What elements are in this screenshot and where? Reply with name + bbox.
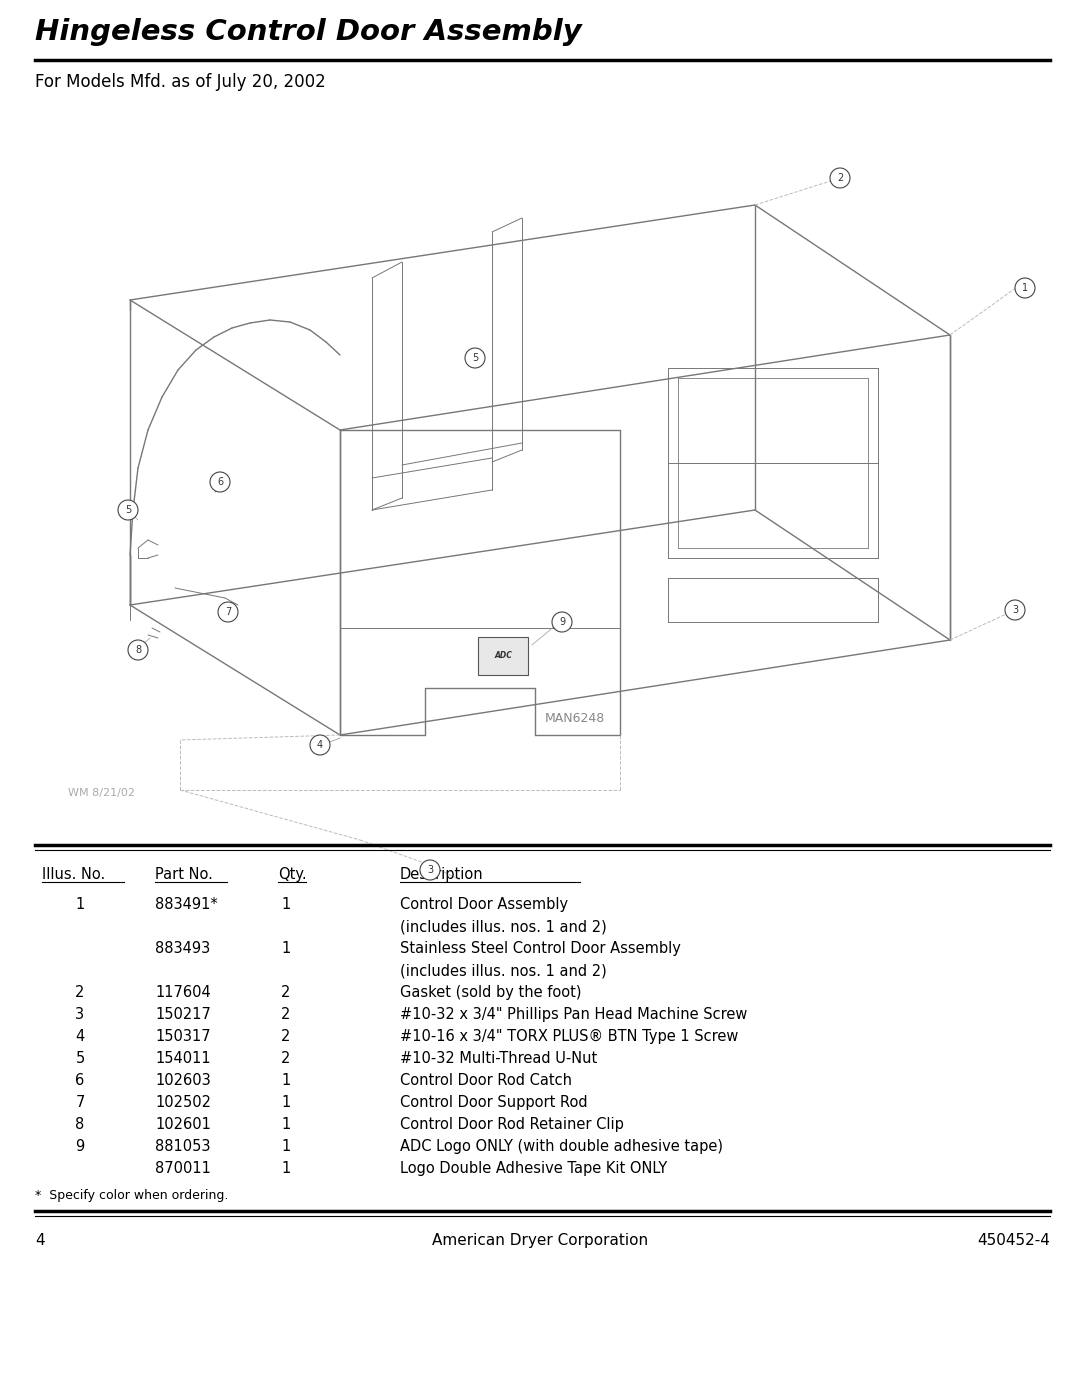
Text: Logo Double Adhesive Tape Kit ONLY: Logo Double Adhesive Tape Kit ONLY — [400, 1161, 667, 1176]
Text: 5: 5 — [472, 353, 478, 363]
Text: Description: Description — [400, 868, 484, 882]
Text: MAN6248: MAN6248 — [545, 711, 605, 725]
Text: #10-32 Multi-Thread U-Nut: #10-32 Multi-Thread U-Nut — [400, 1051, 597, 1066]
Text: Qty.: Qty. — [278, 868, 307, 882]
Text: 1: 1 — [282, 942, 291, 956]
Text: 1: 1 — [1022, 284, 1028, 293]
Circle shape — [831, 168, 850, 189]
Text: WM 8/21/02: WM 8/21/02 — [68, 788, 135, 798]
Text: 3: 3 — [1012, 605, 1018, 615]
Text: 7: 7 — [225, 608, 231, 617]
Text: 5: 5 — [125, 504, 131, 515]
Text: Control Door Support Rod: Control Door Support Rod — [400, 1095, 588, 1111]
Text: 2: 2 — [76, 985, 84, 1000]
Circle shape — [552, 612, 572, 631]
Text: 2: 2 — [281, 1051, 291, 1066]
Text: 3: 3 — [76, 1007, 84, 1023]
Text: 4: 4 — [316, 740, 323, 750]
Text: 117604: 117604 — [156, 985, 211, 1000]
Circle shape — [465, 348, 485, 367]
Circle shape — [118, 500, 138, 520]
Text: (includes illus. nos. 1 and 2): (includes illus. nos. 1 and 2) — [400, 919, 607, 935]
Text: Illus. No.: Illus. No. — [42, 868, 105, 882]
Text: 450452-4: 450452-4 — [977, 1234, 1050, 1248]
Text: 102603: 102603 — [156, 1073, 211, 1088]
Bar — [478, 637, 528, 675]
Text: 7: 7 — [76, 1095, 84, 1111]
Text: 8: 8 — [76, 1118, 84, 1132]
Text: 881053: 881053 — [156, 1139, 211, 1154]
Text: 6: 6 — [76, 1073, 84, 1088]
Text: Control Door Rod Catch: Control Door Rod Catch — [400, 1073, 572, 1088]
Circle shape — [129, 640, 148, 659]
Text: #10-16 x 3/4" TORX PLUS® BTN Type 1 Screw: #10-16 x 3/4" TORX PLUS® BTN Type 1 Scre… — [400, 1030, 739, 1044]
Text: 150317: 150317 — [156, 1030, 211, 1044]
Circle shape — [218, 602, 238, 622]
Text: 9: 9 — [76, 1139, 84, 1154]
Text: 2: 2 — [281, 1007, 291, 1023]
Text: 150217: 150217 — [156, 1007, 211, 1023]
Text: 2: 2 — [281, 985, 291, 1000]
Text: 4: 4 — [76, 1030, 84, 1044]
Text: 2: 2 — [837, 173, 843, 183]
Text: 154011: 154011 — [156, 1051, 211, 1066]
Text: 1: 1 — [282, 1139, 291, 1154]
Text: Control Door Assembly: Control Door Assembly — [400, 897, 568, 912]
Text: Gasket (sold by the foot): Gasket (sold by the foot) — [400, 985, 581, 1000]
Text: Control Door Rod Retainer Clip: Control Door Rod Retainer Clip — [400, 1118, 624, 1132]
Text: 3: 3 — [427, 865, 433, 875]
Text: 102502: 102502 — [156, 1095, 211, 1111]
Text: 9: 9 — [559, 617, 565, 627]
Text: Part No.: Part No. — [156, 868, 213, 882]
Text: 870011: 870011 — [156, 1161, 211, 1176]
Text: ADC Logo ONLY (with double adhesive tape): ADC Logo ONLY (with double adhesive tape… — [400, 1139, 723, 1154]
Text: 6: 6 — [217, 476, 224, 488]
Text: 1: 1 — [76, 897, 84, 912]
Text: 883493: 883493 — [156, 942, 211, 956]
Text: 883491*: 883491* — [156, 897, 218, 912]
Text: 1: 1 — [282, 1095, 291, 1111]
Circle shape — [210, 472, 230, 492]
Text: Stainless Steel Control Door Assembly: Stainless Steel Control Door Assembly — [400, 942, 680, 956]
Text: For Models Mfd. as of July 20, 2002: For Models Mfd. as of July 20, 2002 — [35, 73, 326, 91]
Text: 1: 1 — [282, 1073, 291, 1088]
Text: 1: 1 — [282, 1118, 291, 1132]
Text: (includes illus. nos. 1 and 2): (includes illus. nos. 1 and 2) — [400, 963, 607, 978]
Text: 2: 2 — [281, 1030, 291, 1044]
Circle shape — [420, 861, 440, 880]
Text: American Dryer Corporation: American Dryer Corporation — [432, 1234, 648, 1248]
Text: ADC: ADC — [494, 651, 512, 661]
Circle shape — [1015, 278, 1035, 298]
Circle shape — [310, 735, 330, 754]
Text: 5: 5 — [76, 1051, 84, 1066]
Text: #10-32 x 3/4" Phillips Pan Head Machine Screw: #10-32 x 3/4" Phillips Pan Head Machine … — [400, 1007, 747, 1023]
Text: *  Specify color when ordering.: * Specify color when ordering. — [35, 1189, 228, 1201]
Circle shape — [1005, 599, 1025, 620]
Text: Hingeless Control Door Assembly: Hingeless Control Door Assembly — [35, 18, 582, 46]
Text: 1: 1 — [282, 1161, 291, 1176]
Text: 102601: 102601 — [156, 1118, 211, 1132]
Text: 4: 4 — [35, 1234, 44, 1248]
Text: 1: 1 — [282, 897, 291, 912]
Text: 8: 8 — [135, 645, 141, 655]
